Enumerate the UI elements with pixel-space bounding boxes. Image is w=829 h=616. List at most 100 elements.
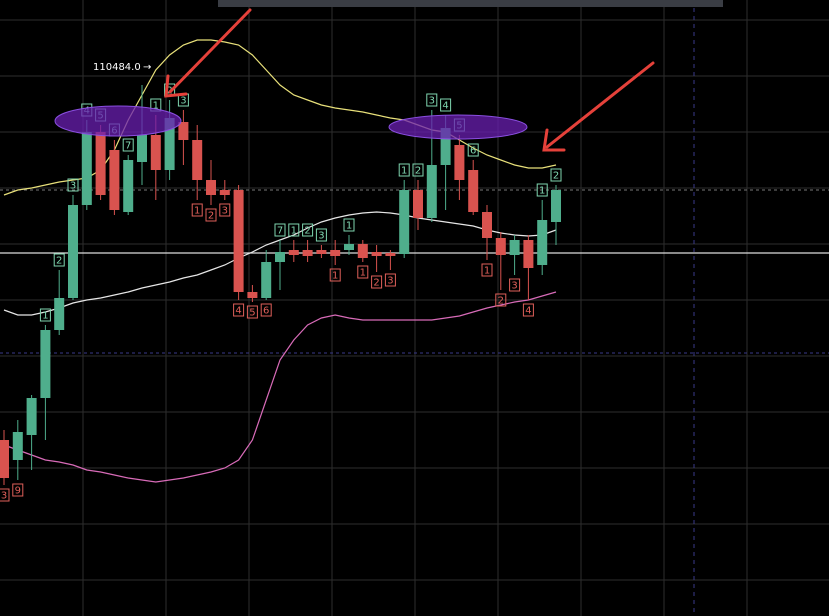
count-box xyxy=(39,308,51,322)
candle-body xyxy=(413,190,423,218)
count-label: 1 xyxy=(194,206,200,217)
count-box xyxy=(550,168,562,182)
count-box xyxy=(191,203,203,217)
count-box xyxy=(536,183,548,197)
candle-body xyxy=(495,238,506,255)
count-label: 3 xyxy=(511,281,517,292)
candle-body xyxy=(523,240,534,268)
count-label: 3 xyxy=(180,96,186,107)
candle-body xyxy=(164,118,175,170)
count-box xyxy=(371,275,383,289)
candle-body xyxy=(192,140,203,180)
count-label: 2 xyxy=(56,256,62,267)
candle-body xyxy=(261,262,272,298)
candle-body xyxy=(316,250,327,254)
count-label: 3 xyxy=(387,276,393,287)
indicator-line xyxy=(3,291,557,483)
candle-body xyxy=(81,132,92,205)
count-box xyxy=(398,163,410,177)
candle-body xyxy=(537,220,548,265)
candle-body xyxy=(302,250,313,256)
count-box xyxy=(122,138,134,152)
count-label: 3 xyxy=(318,231,324,242)
count-label: 3 xyxy=(70,181,76,192)
count-label: 1 xyxy=(360,268,366,279)
count-label: 2 xyxy=(208,211,214,222)
candle-body xyxy=(123,160,134,212)
count-box xyxy=(509,278,521,292)
count-box xyxy=(384,273,396,287)
count-label: 1 xyxy=(42,311,48,322)
count-box xyxy=(495,293,507,307)
count-label: 3 xyxy=(429,96,435,107)
candle-body xyxy=(371,252,382,256)
candle-body xyxy=(247,292,258,298)
count-box xyxy=(440,98,452,112)
candle-body xyxy=(95,132,106,195)
count-box xyxy=(467,143,479,157)
candle-body xyxy=(288,250,299,255)
price-label: 110484.0 xyxy=(93,62,141,73)
candle-body xyxy=(357,244,368,258)
count-label: 3 xyxy=(1,491,7,502)
count-label: 1 xyxy=(332,271,338,282)
candle-body xyxy=(0,440,9,478)
highlight xyxy=(54,105,182,137)
count-box xyxy=(329,268,341,282)
count-label: 2 xyxy=(498,296,504,307)
count-box xyxy=(0,488,10,502)
candle-body xyxy=(385,253,396,256)
count-label: 4 xyxy=(525,306,531,317)
arrow xyxy=(164,8,252,98)
count-label: 2 xyxy=(553,171,559,182)
count-label: 4 xyxy=(235,306,241,317)
candle-body xyxy=(275,252,285,262)
count-box xyxy=(53,253,65,267)
candle-body xyxy=(454,145,465,180)
candle-body xyxy=(426,165,437,218)
count-label: 1 xyxy=(153,101,159,112)
candle-body xyxy=(482,212,492,238)
count-label: 1 xyxy=(401,166,407,177)
candle-body xyxy=(206,180,216,195)
count-box xyxy=(426,93,438,107)
candle-body xyxy=(150,135,161,170)
count-label: 2 xyxy=(304,226,310,237)
count-box xyxy=(412,163,424,177)
count-label: 1 xyxy=(539,186,545,197)
count-label: 1 xyxy=(291,226,297,237)
count-box xyxy=(343,218,355,232)
count-box xyxy=(522,303,534,317)
count-label: 2 xyxy=(373,278,379,289)
candle-body xyxy=(12,432,23,460)
candle-body xyxy=(509,240,520,255)
count-box xyxy=(357,265,369,279)
count-label: 2 xyxy=(415,166,421,177)
count-label: 3 xyxy=(222,206,228,217)
candle-body xyxy=(399,190,410,254)
count-label: 7 xyxy=(125,141,131,152)
candle-body xyxy=(26,398,37,435)
candle-body xyxy=(344,244,354,250)
count-label: 1 xyxy=(346,221,352,232)
candle-body xyxy=(233,190,244,292)
count-box xyxy=(12,483,24,497)
count-box xyxy=(481,263,493,277)
count-box xyxy=(302,223,314,237)
count-label: 9 xyxy=(15,486,21,497)
candle-body xyxy=(109,150,120,210)
candle-body xyxy=(330,250,341,256)
candle-body xyxy=(54,298,65,330)
arrow xyxy=(542,61,655,152)
candle-body xyxy=(137,135,147,162)
count-label: 4 xyxy=(442,101,448,112)
count-label: 6 xyxy=(263,306,269,317)
candle-body xyxy=(40,330,51,398)
count-box xyxy=(288,223,300,237)
count-label: 1 xyxy=(484,266,490,277)
count-label: 7 xyxy=(277,226,283,237)
count-box xyxy=(219,203,231,217)
candle-body xyxy=(440,128,451,165)
